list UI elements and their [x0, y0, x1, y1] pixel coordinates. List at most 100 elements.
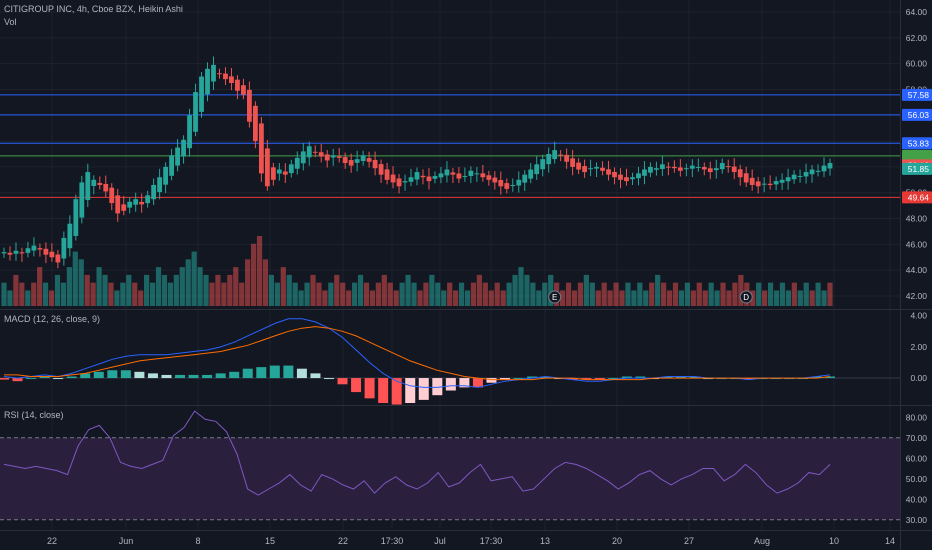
volume-bar [429, 274, 435, 306]
volume-bar [250, 243, 257, 306]
candle-body [498, 179, 504, 187]
volume-bar [690, 290, 696, 306]
volume-bar [155, 267, 162, 306]
event-marker-icon[interactable] [548, 290, 562, 304]
volume-bar [375, 282, 381, 306]
rsi-band [0, 437, 900, 520]
candle-body [671, 166, 677, 169]
volume-bar [167, 282, 173, 306]
candle-body [767, 183, 773, 185]
time-axis-label: 17:30 [480, 536, 503, 546]
time-axis-label: Jul [434, 536, 446, 546]
volume-bar [613, 282, 619, 306]
volume-bar [357, 274, 364, 306]
macd-axis[interactable]: 4.00 2.00 0.00 [910, 311, 927, 383]
candle-body [570, 158, 576, 167]
macd-histogram-bar [405, 378, 416, 403]
candle-body [67, 223, 73, 249]
volume-bar [108, 282, 114, 306]
volume-bar [595, 290, 601, 306]
candle-body [749, 177, 755, 185]
time-axis-label: 22 [47, 536, 57, 546]
candle-body [797, 175, 803, 177]
volume-bar [773, 290, 780, 306]
volume-bar [458, 282, 465, 306]
candle-body [19, 252, 25, 254]
volume-bar [791, 282, 797, 306]
price-axis-tick: 48.00 [906, 214, 928, 224]
candle-body [803, 172, 809, 177]
volume-bar [233, 267, 239, 306]
volume-bar [524, 274, 530, 306]
volume-bar [316, 282, 322, 306]
rsi-pane[interactable] [0, 410, 900, 521]
candle-body [462, 175, 468, 177]
volume-bar [197, 267, 203, 306]
candles [1, 56, 833, 269]
volume-bar [750, 290, 756, 306]
candle-body [187, 115, 192, 149]
volume-bar [494, 282, 500, 306]
time-axis-label: 22 [338, 536, 348, 546]
macd-histogram-bar [351, 378, 362, 393]
volume-bars [1, 236, 833, 306]
candle-body [181, 139, 186, 157]
candle-body [528, 169, 534, 179]
rsi-axis-tick: 80.00 [906, 412, 928, 422]
rsi-axis-tick: 40.00 [906, 494, 928, 504]
candle-body [258, 123, 264, 174]
volume-bar [500, 290, 506, 306]
candle-body [252, 105, 258, 142]
rsi-label[interactable]: RSI (14, close) [4, 410, 64, 420]
macd-pane[interactable] [0, 318, 900, 405]
candle-body [151, 184, 157, 200]
candle-body [205, 68, 210, 95]
macd-histogram-bar [459, 378, 470, 388]
candle-body [707, 168, 713, 173]
candle-body [384, 169, 390, 180]
rsi-axis[interactable]: 80.00 70.00 60.00 50.00 40.00 30.00 [906, 412, 928, 525]
candle-body [438, 173, 444, 178]
volume-bar [102, 274, 108, 306]
volume-label[interactable]: Vol [4, 17, 17, 27]
volume-bar [797, 290, 803, 306]
macd-histogram-bar [53, 378, 64, 380]
event-marker-icon[interactable] [739, 290, 753, 304]
macd-label[interactable]: MACD (12, 26, close, 9) [4, 314, 100, 324]
macd-histogram-bar [310, 373, 321, 379]
event-marker-label: E [552, 293, 557, 302]
volume-bar [132, 282, 138, 306]
chart-title[interactable]: CITIGROUP INC, 4h, Cboe BZX, Heikin Ashi [4, 4, 183, 14]
candle-body [169, 155, 174, 176]
volume-bar [209, 282, 215, 306]
price-tag-label: 53.83 [908, 138, 930, 148]
volume-bar [227, 274, 233, 306]
volume-bar [292, 282, 298, 306]
price-axis-tick: 42.00 [906, 291, 928, 301]
volume-bar [785, 290, 792, 306]
candle-body [713, 168, 719, 171]
price-tag-label: 56.03 [908, 110, 930, 120]
candle-body [785, 177, 791, 182]
candle-body [516, 179, 522, 186]
volume-bar [90, 282, 96, 306]
candle-body [360, 155, 366, 162]
time-axis[interactable]: 22 Jun 8 15 22 17:30 Jul 17:30 13 20 27 Aug 10 14 [47, 536, 895, 546]
price-tag [902, 162, 932, 175]
macd-histogram-bar [432, 378, 443, 396]
volume-bar [346, 290, 352, 306]
candle-body [306, 146, 312, 158]
macd-histogram-bar [161, 374, 172, 379]
volume-bar [702, 290, 708, 306]
candle-body [468, 170, 474, 176]
volume-bar [441, 290, 447, 306]
price-tag [902, 88, 932, 101]
macd-histogram-bar [0, 378, 9, 380]
volume-bar [809, 290, 815, 306]
volume-bar [369, 290, 376, 306]
volume-bar [340, 282, 346, 306]
volume-bar [262, 259, 269, 306]
